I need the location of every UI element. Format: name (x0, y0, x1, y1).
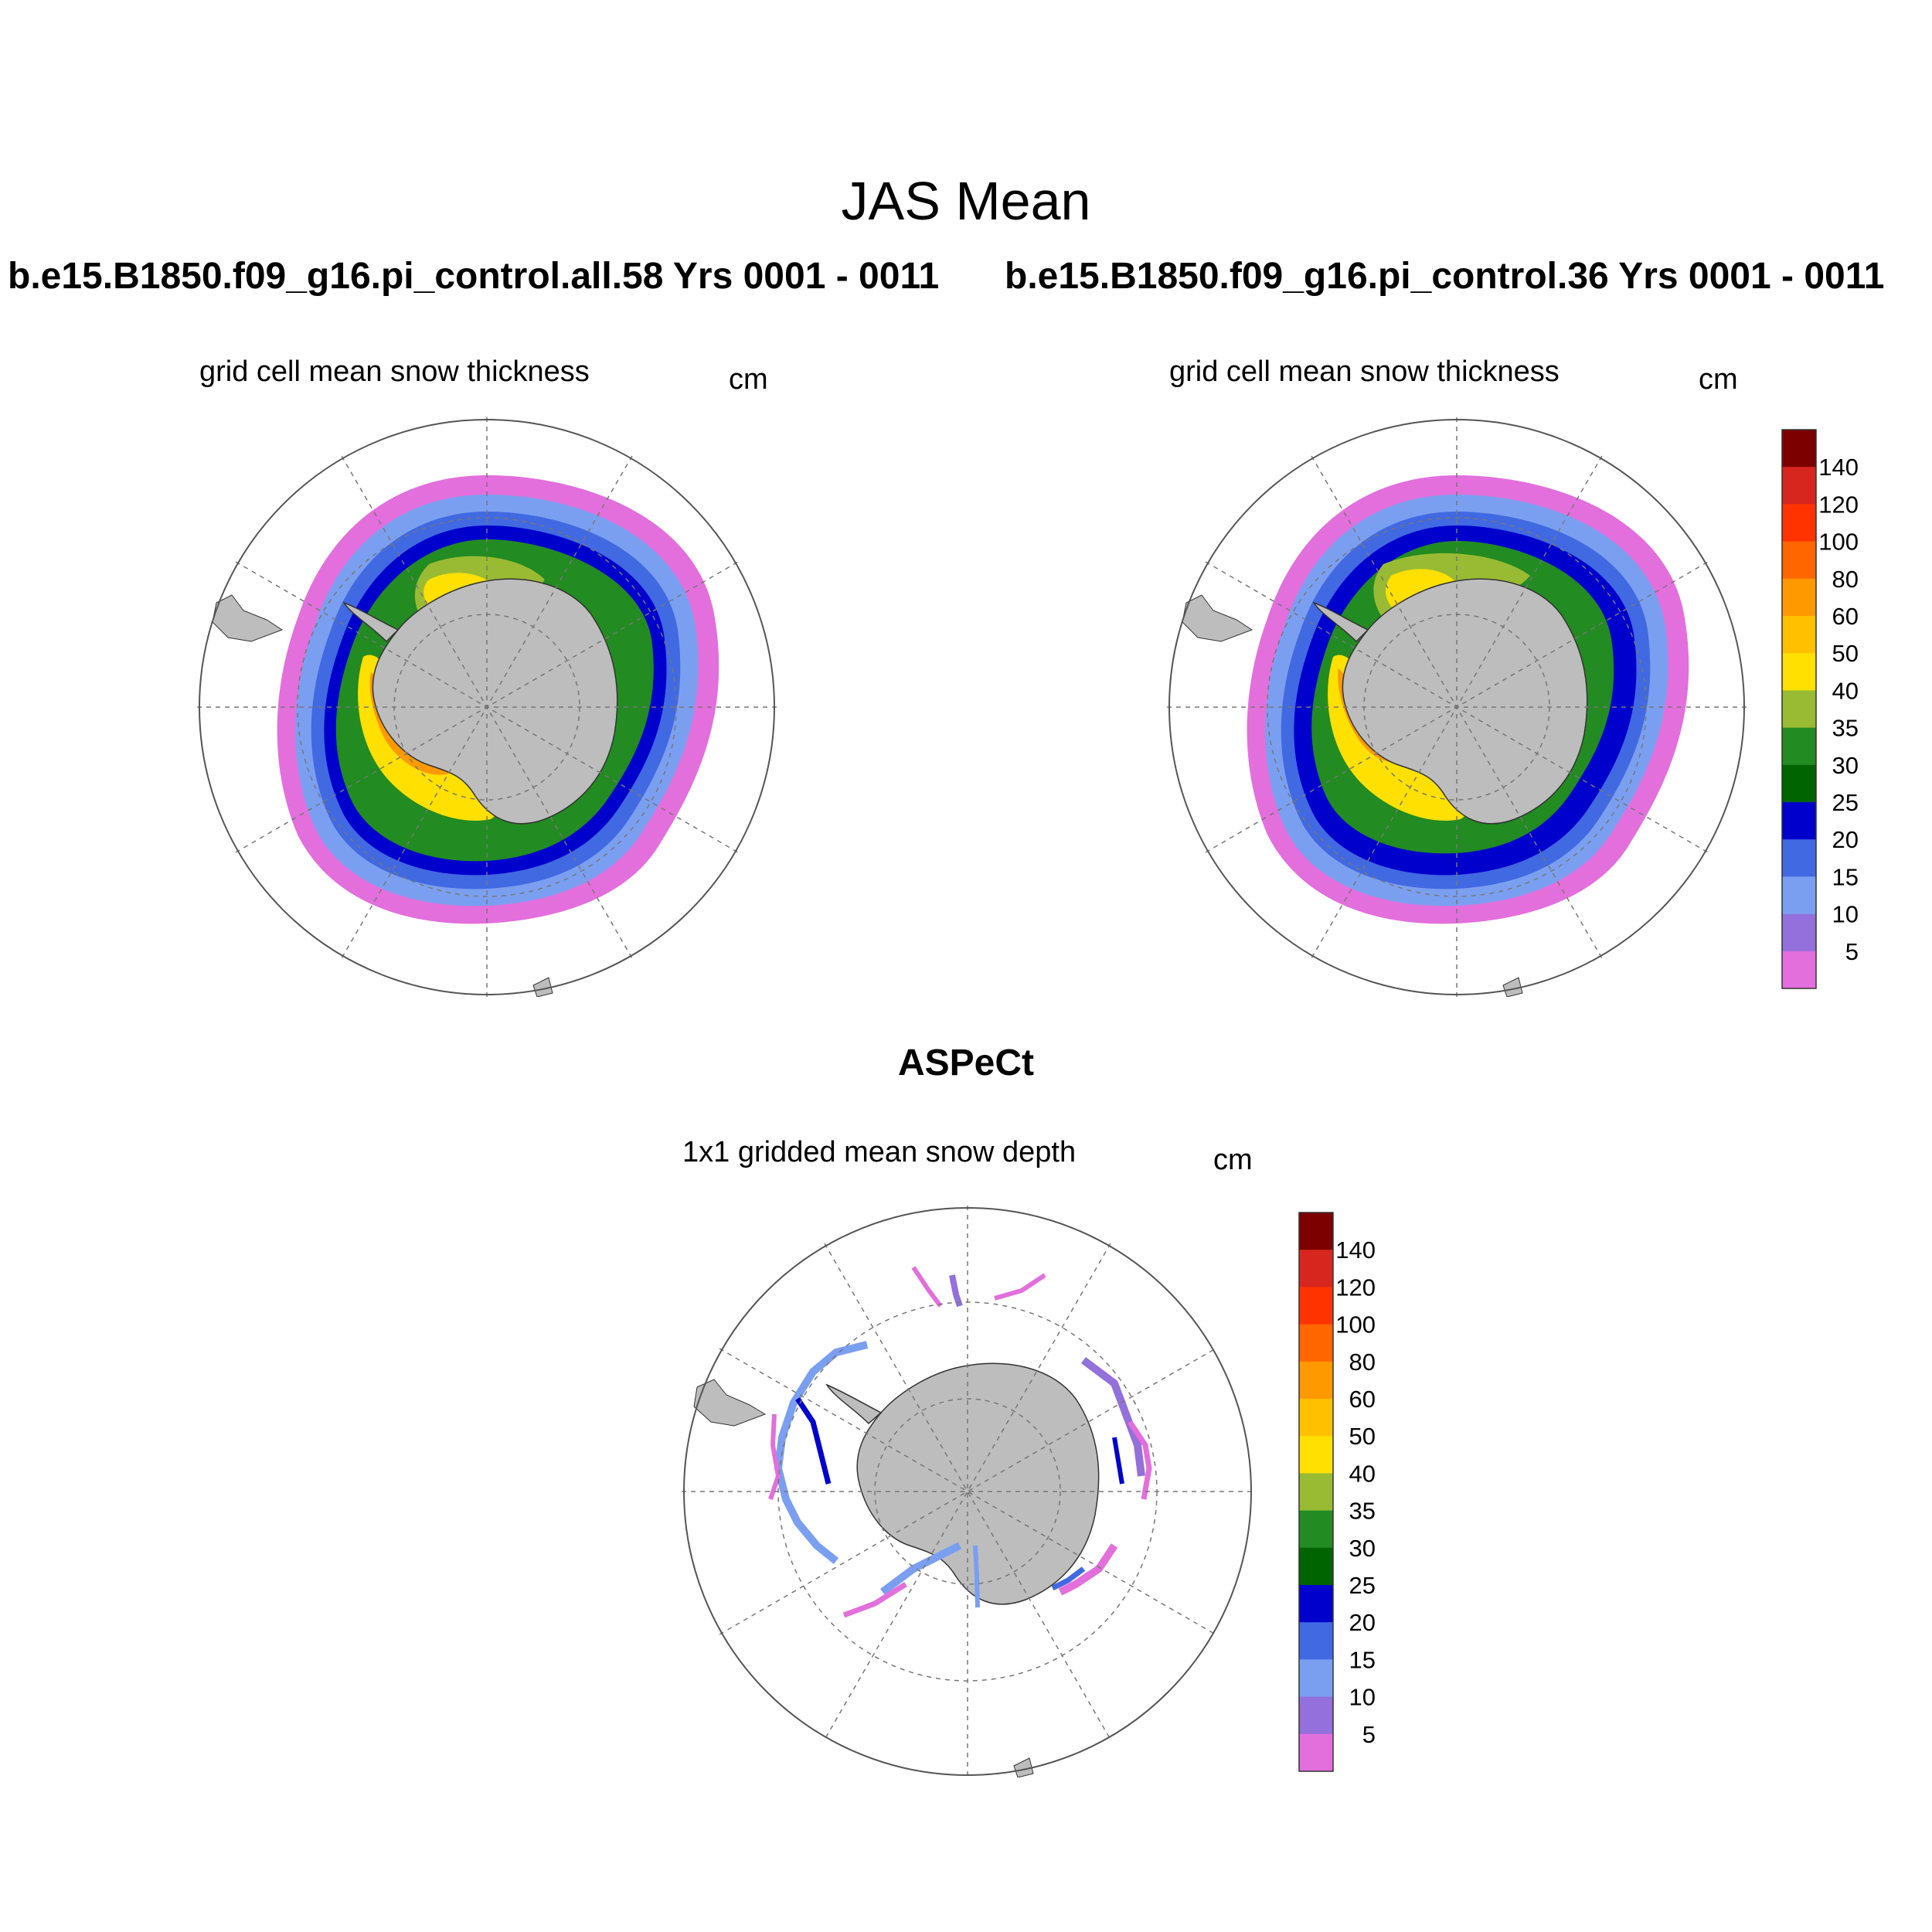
map-obs-ship-tracks (768, 1266, 1152, 1618)
main-title: JAS Mean (841, 171, 1091, 231)
colorbar-top-swatch (1782, 764, 1816, 803)
colorbar-top-label: 15 (1832, 863, 1859, 890)
map-obs-graticule (682, 1206, 1253, 1777)
colorbar-bottom-swatch (1299, 1287, 1333, 1325)
colorbar-top-swatch (1782, 541, 1816, 580)
map-left (197, 417, 777, 997)
map-left-new-zealand (532, 977, 553, 997)
colorbar-top-swatch (1782, 430, 1816, 468)
map-left-graticule (197, 417, 777, 997)
map-obs (682, 1206, 1253, 1777)
panel-obs-subtitle: 1x1 gridded mean snow depth (682, 1136, 1077, 1168)
colorbar-top-swatches (1782, 430, 1816, 989)
colorbar-bottom-swatch (1299, 1324, 1333, 1362)
colorbar-top-swatch (1782, 690, 1816, 729)
case-title-left: b.e15.B1850.f09_g16.pi_control.all.58 Yr… (8, 256, 940, 297)
map-right-south-america (1182, 594, 1253, 642)
colorbar-bottom-swatch (1299, 1399, 1333, 1437)
map-right-antarctica (1312, 578, 1588, 825)
map-right-boundary (1168, 419, 1745, 995)
colorbar-top-label: 140 (1818, 454, 1859, 481)
colorbar-top-swatch (1782, 839, 1816, 877)
colorbar-bottom-label: 120 (1335, 1274, 1376, 1301)
colorbar-top-swatch (1782, 578, 1816, 617)
colorbar-top-label: 100 (1818, 529, 1859, 556)
colorbar-bottom-swatch (1299, 1733, 1333, 1772)
map-obs-boundary (683, 1207, 1252, 1776)
colorbar-bottom-label: 100 (1335, 1311, 1376, 1338)
colorbar-top-label: 30 (1832, 752, 1859, 779)
map-obs-south-america (693, 1379, 767, 1427)
colorbar-bottom-label: 15 (1349, 1646, 1376, 1673)
colorbar-top-label: 40 (1832, 677, 1859, 704)
colorbar-top-label: 120 (1818, 491, 1859, 518)
colorbar-top-swatch (1782, 951, 1816, 989)
colorbar-bottom-label: 50 (1349, 1423, 1376, 1450)
colorbar-bottom-swatches (1299, 1213, 1333, 1772)
map-left-boundary (199, 419, 775, 995)
colorbar-bottom-label: 140 (1335, 1236, 1376, 1264)
colorbar-bottom-swatch (1299, 1213, 1333, 1250)
colorbar-top-swatch (1782, 653, 1816, 691)
colorbar-bottom-swatch (1299, 1436, 1333, 1474)
colorbar-bottom-swatch (1299, 1585, 1333, 1623)
colorbar-bottom-labels: 140 120 100 80 60 50 40 35 30 25 20 15 10 5 (1335, 1236, 1376, 1748)
colorbar-bottom-label: 25 (1349, 1572, 1376, 1599)
colorbar-bottom-label: 5 (1362, 1721, 1376, 1748)
colorbar-top-swatch (1782, 504, 1816, 543)
panel-left-units: cm (729, 363, 768, 396)
map-obs-new-zealand (1013, 1757, 1034, 1777)
colorbar-bottom-frame (1298, 1212, 1334, 1772)
colorbar-bottom: 140 120 100 80 60 50 40 35 30 25 20 15 10 5 (1298, 1212, 1376, 1772)
colorbar-bottom-label: 80 (1349, 1349, 1376, 1376)
colorbar-bottom-label: 10 (1349, 1684, 1376, 1711)
colorbar-bottom-swatch (1299, 1547, 1333, 1586)
panel-right-units: cm (1699, 363, 1738, 396)
colorbar-top-labels: 140 120 100 80 60 50 40 35 30 25 20 15 10 5 (1818, 454, 1859, 965)
panel-obs-units: cm (1213, 1144, 1253, 1176)
colorbar-top-label: 5 (1845, 938, 1859, 965)
colorbar-top-label: 60 (1832, 603, 1859, 630)
colorbar-top-swatch (1782, 616, 1816, 654)
colorbar-top-label: 35 (1832, 715, 1859, 742)
colorbar-bottom-swatch (1299, 1473, 1333, 1512)
colorbar-bottom-swatch (1299, 1659, 1333, 1698)
colorbar-bottom-swatch (1299, 1622, 1333, 1660)
colorbar-bottom-swatch (1299, 1696, 1333, 1735)
map-left-south-america (212, 594, 284, 642)
colorbar-bottom-label: 35 (1349, 1498, 1376, 1525)
colorbar-top-swatch (1782, 802, 1816, 840)
colorbar-bottom-swatch (1299, 1361, 1333, 1400)
colorbar-top-frame (1781, 429, 1817, 989)
map-obs-antarctica (825, 1362, 1100, 1605)
obs-title: ASPeCt (897, 1043, 1035, 1083)
colorbar-top-swatch (1782, 727, 1816, 766)
colorbar-top-label: 50 (1832, 640, 1859, 667)
colorbar-top-label: 20 (1832, 826, 1859, 853)
colorbar-bottom-label: 20 (1349, 1609, 1376, 1636)
colorbar-bottom-label: 30 (1349, 1535, 1376, 1562)
map-right-graticule (1167, 417, 1747, 997)
map-right (1167, 417, 1747, 997)
colorbar-bottom-label: 40 (1349, 1460, 1376, 1487)
colorbar-top-swatch (1782, 913, 1816, 952)
panel-right-subtitle: grid cell mean snow thickness (1169, 355, 1560, 388)
colorbar-top-label: 25 (1832, 789, 1859, 816)
map-right-new-zealand (1502, 977, 1523, 997)
colorbar-top: 140 120 100 80 60 50 40 35 30 25 20 15 10 5 (1781, 429, 1859, 989)
colorbar-bottom-swatch (1299, 1250, 1333, 1287)
colorbar-bottom-label: 60 (1349, 1386, 1376, 1413)
map-left-antarctica (342, 578, 618, 825)
panel-left-subtitle: grid cell mean snow thickness (199, 355, 590, 388)
colorbar-top-swatch (1782, 467, 1816, 505)
case-title-right: b.e15.B1850.f09_g16.pi_control.36 Yrs 00… (1005, 256, 1885, 297)
colorbar-top-label: 80 (1832, 566, 1859, 593)
colorbar-top-swatch (1782, 876, 1816, 915)
colorbar-top-label: 10 (1832, 901, 1859, 928)
colorbar-bottom-swatch (1299, 1510, 1333, 1549)
